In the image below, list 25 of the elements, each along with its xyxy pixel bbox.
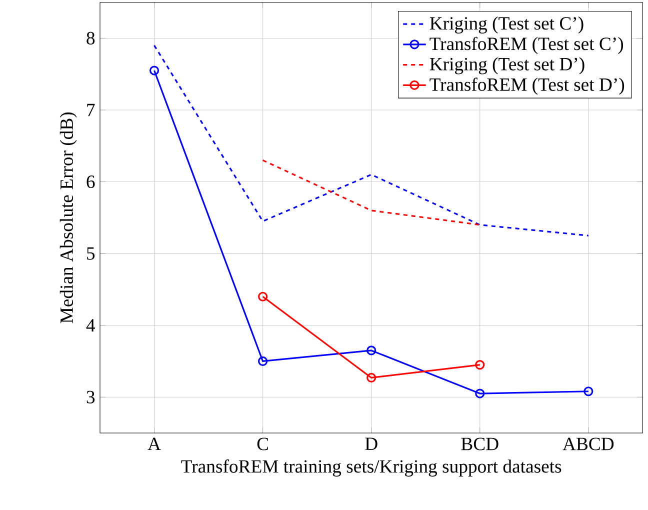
y-tick-label: 3 [86, 390, 95, 404]
point [584, 386, 594, 396]
point [366, 372, 376, 383]
point [475, 388, 485, 398]
y-tick-label: 8 [86, 32, 95, 45]
x-tick-label: A [148, 438, 161, 450]
x-tick-label: D [365, 438, 378, 450]
y-axis-title: Median Absolute Error (dB) [60, 112, 77, 324]
point [475, 360, 485, 370]
y-tick-label: 4 [86, 319, 96, 332]
point [366, 346, 376, 356]
x-tick-label: BCD [461, 438, 498, 450]
legend-label: TransfoREM (Test set D’) [430, 78, 624, 95]
point [258, 292, 268, 302]
x-tick-label: C [257, 438, 268, 450]
y-tick-label: 6 [86, 176, 95, 188]
legend-label: Kriging (Test set D’) [430, 57, 584, 74]
legend-label: TransfoREM (Test set C’) [430, 36, 624, 54]
point [149, 66, 160, 76]
point [258, 356, 268, 366]
y-tick-label: 5 [87, 247, 95, 260]
x-axis-title: TransfoREM training sets/Kriging support datasets [181, 459, 562, 477]
x-tick-label: ABCD [562, 438, 614, 450]
y-tick-label: 7 [87, 104, 95, 116]
legend-label: Kriging (Test set C’) [430, 16, 584, 34]
